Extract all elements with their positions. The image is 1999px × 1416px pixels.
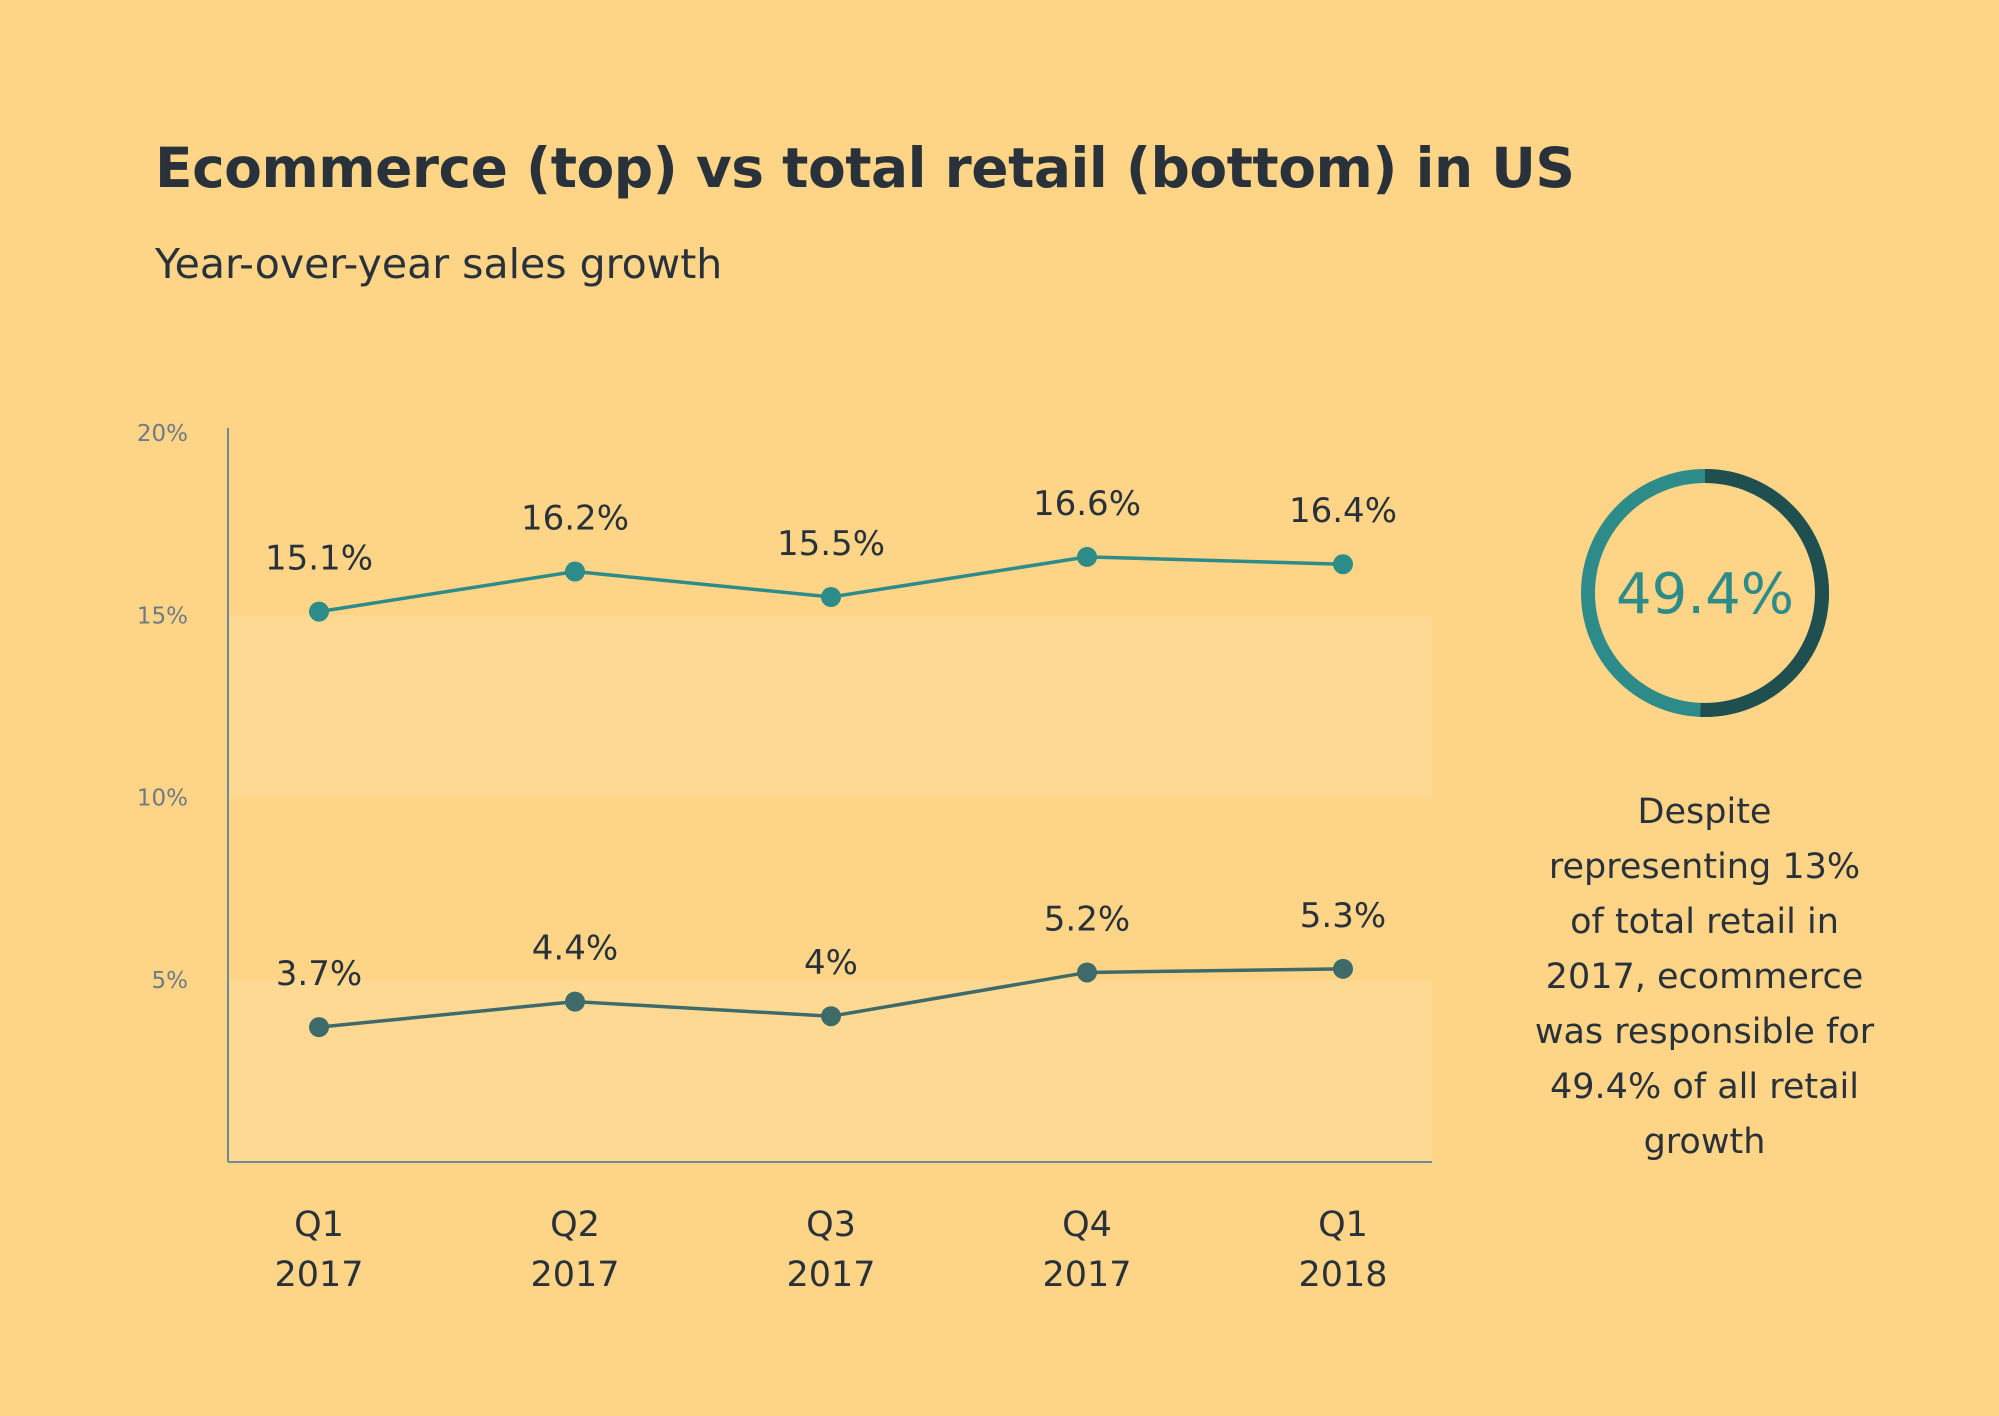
series-0-point — [309, 601, 329, 622]
x-tick-label-year: 2017 — [786, 1255, 875, 1295]
series-1-data-label: 5.3% — [1300, 896, 1386, 936]
series-1-data-label: 3.7% — [276, 954, 362, 994]
series-1-data-label: 5.2% — [1044, 899, 1130, 939]
donut-arc — [1581, 469, 1829, 717]
y-tick-label: 20% — [137, 421, 188, 447]
donut-caption: Despite representing 13% of total retail… — [1534, 792, 1875, 1162]
series-0-data-label: 15.5% — [777, 524, 885, 564]
x-tick-label-year: 2017 — [530, 1255, 619, 1295]
x-tick-label-year: 2018 — [1298, 1255, 1387, 1295]
series-1-point — [821, 1006, 841, 1027]
donut-value-label: 49.4% — [1616, 562, 1794, 627]
y-tick-label: 5% — [152, 968, 189, 994]
band-1 — [228, 615, 1432, 798]
series-1-data-label: 4.4% — [532, 929, 618, 969]
series-1-point — [565, 991, 585, 1012]
chart-title: Ecommerce (top) vs total retail (bottom)… — [155, 136, 1575, 200]
x-tick-label-quarter: Q2 — [550, 1205, 600, 1245]
x-tick-label-year: 2017 — [274, 1255, 363, 1295]
x-tick-label-quarter: Q4 — [1062, 1205, 1112, 1245]
series-0-data-label: 16.2% — [521, 499, 629, 539]
x-tick-label-quarter: Q1 — [294, 1205, 344, 1245]
series-0-point — [821, 587, 841, 608]
series-1-point — [1333, 958, 1353, 979]
series-0-point — [565, 561, 585, 582]
x-tick-label-year: 2017 — [1042, 1255, 1131, 1295]
chart-subtitle: Year-over-year sales growth — [155, 240, 723, 288]
series-0-data-label: 16.4% — [1289, 491, 1397, 531]
series-0-data-label: 16.6% — [1033, 484, 1141, 524]
x-tick-label-quarter: Q3 — [806, 1205, 856, 1245]
series-0-point — [1333, 554, 1353, 575]
series-0-data-label: 15.1% — [265, 539, 373, 579]
series-1-point — [309, 1017, 329, 1038]
series-1-point — [1077, 962, 1097, 983]
series-1-data-label: 4% — [804, 943, 858, 983]
series-0-point — [1077, 546, 1097, 567]
x-tick-label-quarter: Q1 — [1318, 1205, 1368, 1245]
y-tick-label: 15% — [137, 603, 188, 629]
y-tick-label: 10% — [137, 786, 188, 812]
